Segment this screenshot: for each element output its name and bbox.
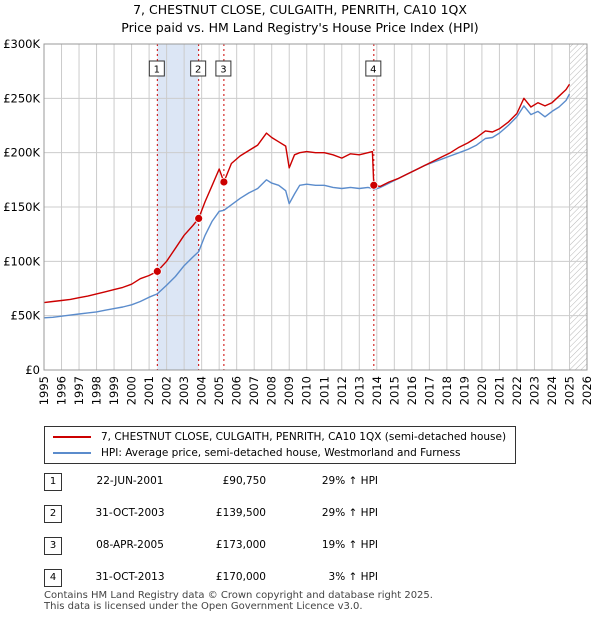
legend-label-property: 7, CHESTNUT CLOSE, CULGAITH, PENRITH, CA… — [101, 431, 507, 443]
sale-price: £170,000 — [215, 571, 266, 583]
x-tick-label: 2000 — [125, 376, 139, 405]
x-tick-label: 1998 — [90, 376, 104, 405]
series-line-property — [43, 83, 571, 304]
sale-number-badge: 3 — [44, 537, 62, 555]
sale-price: £139,500 — [215, 507, 266, 519]
sale-label-box — [148, 60, 165, 77]
sale-point — [219, 177, 229, 187]
sale-hpi-change: 19% ↑ HPI — [321, 539, 378, 551]
x-tick-label: 2024 — [545, 376, 559, 405]
x-tick-label: 1997 — [72, 376, 86, 405]
plot-frame — [43, 43, 588, 371]
x-tick-label: 2014 — [370, 376, 384, 405]
chart-subtitle: Price paid vs. HM Land Registry's House … — [121, 20, 479, 35]
sale-number-badge: 4 — [44, 569, 62, 587]
sale-label-box — [190, 60, 207, 77]
sale-hpi-change: 29% ↑ HPI — [321, 507, 378, 519]
sale-date: 31-OCT-2003 — [95, 507, 165, 519]
sale-row: 2 31-OCT-2003 £139,500 29% ↑ HPI — [44, 505, 484, 523]
x-tick-label: 2017 — [422, 376, 436, 405]
sale-row: 3 08-APR-2005 £173,000 19% ↑ HPI — [44, 537, 484, 555]
x-tick-label: 2007 — [247, 376, 261, 405]
x-tick-label: 2019 — [457, 376, 471, 405]
sale-price: £173,000 — [215, 539, 266, 551]
y-tick-label: £100K — [3, 254, 40, 268]
chart-title: 7, CHESTNUT CLOSE, CULGAITH, PENRITH, CA… — [133, 2, 467, 17]
sale-price: £90,750 — [222, 475, 266, 487]
sale-label-text: 2 — [195, 65, 201, 76]
x-tick-label: 1995 — [37, 376, 51, 405]
sale-date: 08-APR-2005 — [96, 539, 164, 551]
sale-date: 31-OCT-2013 — [95, 571, 165, 583]
x-tick-label: 1996 — [55, 376, 69, 405]
x-tick-label: 2004 — [195, 376, 209, 405]
sale-label-text: 3 — [220, 65, 226, 76]
x-tick-label: 2006 — [230, 376, 244, 405]
sale-point — [369, 180, 379, 190]
sale-label-box — [365, 60, 382, 77]
x-tick-label: 2021 — [492, 376, 506, 405]
sale-row: 1 22-JUN-2001 £90,750 29% ↑ HPI — [44, 473, 484, 491]
legend-label-hpi: HPI: Average price, semi-detached house,… — [101, 447, 461, 459]
y-tick-label: £50K — [11, 309, 41, 323]
sale-number-badge: 2 — [44, 505, 62, 523]
x-tick-label: 2025 — [562, 376, 576, 405]
y-tick-label: £150K — [3, 200, 40, 214]
x-tick-label: 2020 — [475, 376, 489, 405]
x-tick-label: 2026 — [580, 376, 594, 405]
y-tick-label: £0 — [25, 363, 40, 377]
series-line-hpi — [43, 93, 571, 319]
sale-row: 4 31-OCT-2013 £170,000 3% ↑ HPI — [44, 569, 484, 587]
x-tick-label: 2008 — [265, 376, 279, 405]
x-tick-label: 2016 — [405, 376, 419, 405]
x-tick-label: 2018 — [440, 376, 454, 405]
sale-hpi-change: 29% ↑ HPI — [321, 475, 378, 487]
sale-date: 22-JUN-2001 — [96, 475, 164, 487]
sale-label-text: 1 — [154, 65, 160, 76]
y-tick-label: £200K — [3, 146, 40, 160]
x-tick-label: 2003 — [177, 376, 191, 405]
x-tick-label: 2009 — [282, 376, 296, 405]
footer-copyright: Contains HM Land Registry data © Crown c… — [44, 590, 433, 601]
y-tick-label: £250K — [3, 91, 40, 105]
sale-label-text: 4 — [370, 65, 376, 76]
x-tick-label: 2002 — [160, 376, 174, 405]
x-tick-label: 2013 — [352, 376, 366, 405]
price-chart: 1 2 3 4 £0 £50K £100K £150K £200K £250K £300K 1995… — [3, 37, 594, 405]
chart-legend: 7, CHESTNUT CLOSE, CULGAITH, PENRITH, CA… — [44, 426, 516, 464]
x-tick-label: 2001 — [142, 376, 156, 405]
x-tick-label: 1999 — [107, 376, 121, 405]
x-tick-label: 2012 — [335, 376, 349, 405]
x-tick-label: 2010 — [300, 376, 314, 405]
x-tick-label: 2022 — [510, 376, 524, 405]
sale-hpi-change: 3% ↑ HPI — [328, 571, 378, 583]
sale-point — [152, 266, 162, 276]
sale-number-badge: 1 — [44, 473, 62, 491]
legend-entry-hpi: HPI: Average price, semi-detached house,… — [53, 445, 460, 461]
y-tick-label: £300K — [3, 37, 40, 51]
x-tick-label: 2023 — [527, 376, 541, 405]
sale-point — [194, 214, 204, 223]
legend-swatch-property — [53, 436, 91, 438]
footer-license: This data is licensed under the Open Gov… — [44, 601, 363, 612]
sale-label-box — [215, 60, 232, 77]
x-tick-label: 2011 — [317, 376, 331, 405]
legend-swatch-hpi — [53, 452, 91, 454]
x-tick-label: 2005 — [212, 376, 226, 405]
x-tick-label: 2015 — [387, 376, 401, 405]
legend-entry-property: 7, CHESTNUT CLOSE, CULGAITH, PENRITH, CA… — [53, 429, 506, 445]
